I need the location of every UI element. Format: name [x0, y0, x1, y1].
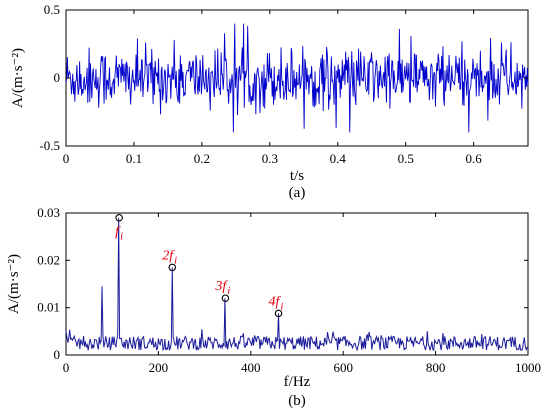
- panel-b-spectrum-line: [65, 217, 529, 352]
- panel-a-x-tick-label: 0.5: [398, 151, 414, 166]
- panel-a-y-tick-label: -0.5: [39, 138, 60, 153]
- panel-a-x-tick-label: 0.4: [330, 151, 347, 166]
- panel-b-x-axis-label: f/Hz: [284, 374, 311, 390]
- panel-b-y-tick-label: 0.01: [37, 300, 60, 315]
- panel-b-peak-label: 2fi: [162, 248, 177, 266]
- panel-a-y-tick-label: 0: [54, 70, 61, 85]
- panel-a-x-tick-label: 0.3: [262, 151, 278, 166]
- panel-a-ticks: 0 0.1 0.2 0.3 0.4 0.5 0.60.50-0.5: [39, 2, 528, 166]
- panel-b-peak-marker: [221, 294, 230, 302]
- panel-b-y-tick-label: 0: [54, 347, 61, 362]
- panel-b-spectrum: fi 2fi 3fi 4fi 0 200 400 600 800 1000 0.03 0.02 0.0…: [6, 205, 541, 409]
- panel-b-series-line: [65, 217, 529, 352]
- panel-b-peak-marker: [274, 309, 283, 318]
- panel-b-x-tick-label: 1000: [515, 360, 541, 375]
- panel-b-frame: [65, 212, 529, 356]
- panel-a-y-tick-label: 0.5: [44, 2, 60, 17]
- panel-a-x-axis-label: t/s: [290, 168, 304, 184]
- panel-b-peak-marker: [115, 213, 123, 222]
- panel-b-x-tick-label: 0: [63, 360, 70, 375]
- panel-b-ticks: 0 200 400 600 800 1000 0.03 0.02 0.01 0: [37, 205, 541, 375]
- panel-b-peak-label: 3fi: [214, 279, 230, 297]
- panel-a-x-tick-label: 0: [63, 151, 70, 166]
- panel-a-series-line: [65, 23, 529, 133]
- panel-b-x-tick-label: 200: [149, 360, 169, 375]
- panel-b-peak-label: 4fi: [269, 294, 284, 312]
- panel-a-x-tick-label: 0.6: [466, 151, 483, 166]
- panel-b-y-tick-label: 0.02: [37, 252, 60, 267]
- panel-a-waveform: [65, 23, 529, 133]
- panel-b-peak-marker: [168, 263, 177, 272]
- panel-b-y-tick-label: 0.03: [37, 205, 60, 220]
- panel-a-caption: (a): [289, 185, 306, 201]
- panel-b-y-axis-label: A/(m·s⁻²): [6, 254, 22, 314]
- panel-b-x-tick-label: 600: [333, 360, 353, 375]
- panel-a-y-axis-label: A/(m·s⁻²): [10, 48, 26, 108]
- panel-b-x-tick-label: 800: [426, 360, 446, 375]
- panel-a-time-signal: 0 0.1 0.2 0.3 0.4 0.5 0.60.50-0.5 A/(m·s⁻²) t/…: [10, 2, 529, 201]
- panel-b-peak-label: fi: [115, 225, 123, 243]
- panel-b-x-tick-label: 400: [241, 360, 261, 375]
- panel-b-peaks: fi 2fi 3fi 4fi: [115, 213, 284, 318]
- panel-b-caption: (b): [288, 393, 306, 409]
- panel-a-x-tick-label: 0.1: [126, 151, 142, 166]
- panel-a-x-tick-label: 0.2: [194, 151, 210, 166]
